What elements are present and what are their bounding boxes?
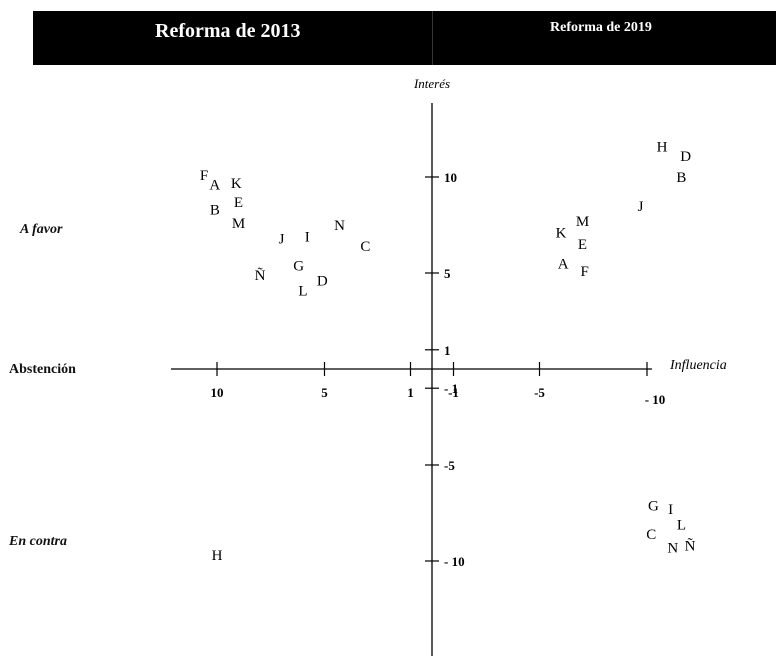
point-2013-j: J [279,231,285,247]
point-2019-m: M [576,214,589,230]
point-2013-b: B [210,203,220,219]
point-2013-m: M [232,216,245,232]
point-2019-n: N [667,541,678,557]
point-2013-f: F [200,168,208,184]
point-2019-f: F [580,264,588,280]
label-a-favor: A favor [20,222,63,237]
point-2013-d: D [317,274,328,290]
y-tick-label: - 1 [444,381,458,396]
label-abstencion: Abstención [9,362,76,377]
point-2013-e: E [234,195,243,211]
point-2019-b: B [676,170,686,186]
label-en-contra: En contra [9,534,67,549]
y-tick-label: 10 [444,170,457,185]
point-2019-l: L [677,518,686,534]
x-axis-title: Influencia [669,358,727,373]
point-2019-ñ: Ñ [685,539,696,555]
x-tick-label: -5 [534,385,545,400]
point-2019-i: I [668,502,673,518]
point-2019-a: A [558,256,569,272]
point-2019-j: J [638,199,644,215]
point-2013-k: K [231,176,242,192]
x-tick-label: 1 [407,385,414,400]
point-2013-h: H [212,548,223,564]
point-2013-ñ: Ñ [255,268,266,284]
point-2019-c: C [646,527,656,543]
point-2019-k: K [556,226,567,242]
point-2013-i: I [305,230,310,246]
point-2013-g: G [293,258,304,274]
point-2013-n: N [334,218,345,234]
point-2013-l: L [298,283,307,299]
point-2019-e: E [578,237,587,253]
point-2019-d: D [680,149,691,165]
y-tick-label: -5 [444,458,455,473]
y-tick-label: - 10 [444,554,465,569]
x-tick-label: 5 [321,385,328,400]
y-tick-label: 5 [444,266,451,281]
x-tick-label: - 10 [645,392,666,407]
point-2013-a: A [209,178,220,194]
point-2019-h: H [657,139,668,155]
header-title-2013: Reforma de 2013 [155,20,301,42]
x-tick-label: 10 [211,385,224,400]
y-axis-title: Interés [413,76,450,91]
header-title-2019: Reforma de 2019 [550,20,652,35]
header-bar [33,11,776,65]
y-tick-label: 1 [444,343,451,358]
header-divider [432,11,433,65]
point-2013-c: C [360,239,370,255]
x-tick-label: -1 [448,385,459,400]
point-2019-g: G [648,498,659,514]
